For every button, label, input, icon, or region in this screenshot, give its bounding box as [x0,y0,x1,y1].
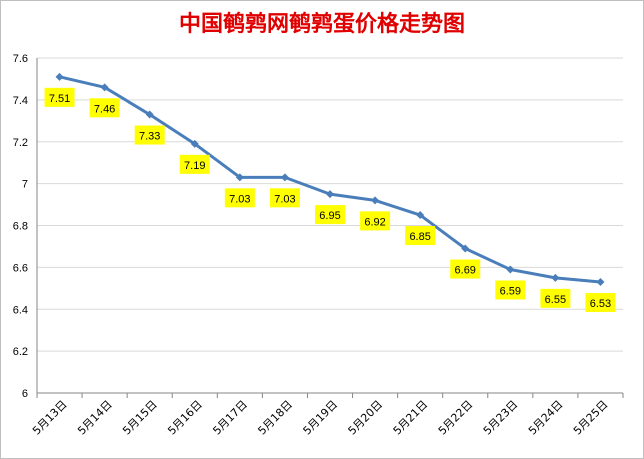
data-label: 6.95 [319,210,340,222]
data-label-box [315,205,345,225]
data-point [190,139,199,148]
data-label-box [44,87,75,107]
data-point [551,273,560,282]
y-tick-label: 6.6 [13,262,28,274]
series-line [59,75,601,284]
data-label-box [495,280,526,300]
data-label: 6.55 [545,294,566,306]
data-label-box [540,288,571,308]
data-point [461,244,470,253]
y-tick-label: 7.6 [13,53,28,65]
y-tick-label: 7 [22,179,28,191]
data-label-box [450,259,481,279]
data-point [55,72,64,81]
data-label: 6.85 [409,231,430,243]
x-tick-label: 5月15日 [120,398,160,438]
data-label: 6.59 [500,285,521,297]
x-tick-label: 5月18日 [255,398,295,438]
x-tick-label: 5月14日 [75,398,115,438]
x-tick-label: 5月17日 [210,398,250,438]
data-label-box [179,154,210,174]
data-point [326,190,334,199]
data-label: 7.33 [139,131,160,143]
chart-title: 中国鹌鹑网鹌鹑蛋价格走势图 [178,11,465,37]
data-label: 7.03 [229,193,250,205]
data-label-box [360,211,391,231]
data-label-box [585,293,616,313]
y-tick-label: 7.4 [13,95,28,107]
x-tick-label: 5月21日 [391,398,431,438]
y-tick-label: 6.4 [13,304,28,316]
y-tick-label: 7.2 [13,137,28,149]
data-point [100,83,109,92]
x-tick-label: 5月23日 [481,398,521,438]
data-label: 7.19 [184,160,205,172]
data-label-box [405,226,436,246]
data-label: 6.92 [364,216,385,228]
data-point [371,196,380,205]
x-tick-label: 5月16日 [165,398,205,438]
data-label: 6.69 [455,265,476,277]
data-label-box [269,188,300,208]
x-tick-label: 5月25日 [571,398,611,438]
data-point [416,211,425,220]
data-point [235,173,244,182]
data-point [596,278,605,287]
y-tick-label: 6.8 [13,221,28,233]
data-label: 7.51 [49,93,70,105]
data-point [145,110,154,119]
data-label-box [134,125,165,145]
x-tick-label: 5月13日 [30,398,70,438]
data-label-box [224,188,255,208]
x-tick-label: 5月22日 [436,398,476,438]
data-label: 7.03 [274,193,295,205]
x-tick-label: 5月19日 [301,398,341,438]
y-tick-label: 6.2 [13,346,28,358]
x-tick-label: 5月20日 [346,398,386,438]
data-label: 7.46 [94,103,115,115]
x-tick-label: 5月24日 [526,398,566,438]
y-tick-label: 6 [22,388,28,400]
data-point [280,173,289,182]
data-label-box [89,98,120,118]
data-label: 6.53 [590,298,611,310]
data-point [506,265,515,274]
